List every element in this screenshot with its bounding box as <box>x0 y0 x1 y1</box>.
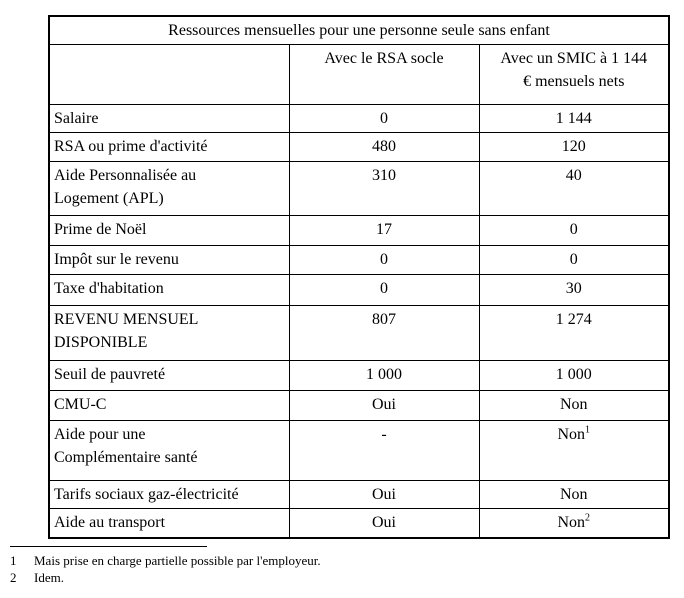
cell-text: 0 <box>569 251 578 268</box>
cell-text: Non <box>557 514 586 531</box>
cell-value: 1 274 <box>478 305 670 361</box>
cell-value: 1 144 <box>478 104 670 133</box>
cell-text: 40 <box>565 167 582 184</box>
table-row: RSA ou prime d'activité 480 120 <box>48 132 670 162</box>
column-header-smic: Avec un SMIC à 1 144 € mensuels nets <box>478 44 670 105</box>
cell-text: 17 <box>376 221 392 238</box>
footnote-separator <box>10 546 207 547</box>
cell-value: 807 <box>288 305 480 361</box>
cell-value: 0 <box>478 215 670 246</box>
cell-text: 0 <box>380 110 388 127</box>
table-row: Taxe d'habitation 0 30 <box>48 274 670 306</box>
table-row: Impôt sur le revenu 0 0 <box>48 245 670 275</box>
cell-value: 0 <box>288 104 480 133</box>
cell-value: 120 <box>478 132 670 162</box>
footnotes: 1 Mais prise en charge partielle possible… <box>10 552 321 586</box>
table-row: CMU-C Oui Non <box>48 390 670 421</box>
footnote-ref: 2 <box>585 512 591 524</box>
cell-value: Non2 <box>478 508 670 538</box>
cell-value: 0 <box>288 245 480 275</box>
cell-text: - <box>381 426 387 443</box>
cell-value: 310 <box>288 161 480 216</box>
table-row: Seuil de pauvreté 1 000 1 000 <box>48 360 670 391</box>
row-label: Tarifs sociaux gaz-électricité <box>48 480 290 509</box>
column-header-empty <box>48 44 290 105</box>
table-title-row: Ressources mensuelles pour une personne … <box>48 15 670 45</box>
cell-text: 807 <box>372 311 396 328</box>
table-row: Salaire 0 1 144 <box>48 104 670 133</box>
cell-text: Oui <box>372 396 396 413</box>
cell-text: 0 <box>380 251 388 268</box>
cell-text: Oui <box>372 514 396 531</box>
row-label: Aide Personnalisée au Logement (APL) <box>48 161 290 216</box>
cell-text: 1 274 <box>555 311 592 328</box>
row-label: Aide au transport <box>48 508 290 538</box>
footnote-text: Mais prise en charge partielle possible … <box>34 553 321 568</box>
footnote-ref: 1 <box>585 424 591 436</box>
cell-text: 120 <box>561 138 586 155</box>
cell-value: Non1 <box>478 420 670 481</box>
row-label: RSA ou prime d'activité <box>48 132 290 162</box>
row-label: CMU-C <box>48 390 290 421</box>
table-row: REVENU MENSUEL DISPONIBLE 807 1 274 <box>48 305 670 361</box>
cell-value: Oui <box>288 390 480 421</box>
row-label: Salaire <box>48 104 290 133</box>
cell-text: 1 144 <box>555 110 592 127</box>
footnote: 2 Idem. <box>10 569 321 586</box>
footnote: 1 Mais prise en charge partielle possible… <box>10 552 321 569</box>
table-body: Salaire 0 1 144 RSA ou prime d'activité 480 1… <box>48 104 670 538</box>
row-label: Prime de Noël <box>48 215 290 246</box>
row-label: Aide pour une Complémentaire santé <box>48 420 290 481</box>
table-title: Ressources mensuelles pour une personne … <box>48 15 670 45</box>
footnote-number: 1 <box>10 553 17 568</box>
footnote-number: 2 <box>10 570 17 585</box>
cell-value: 17 <box>288 215 480 246</box>
cell-text: 1 000 <box>366 366 402 383</box>
row-label: Impôt sur le revenu <box>48 245 290 275</box>
cell-text: 480 <box>372 138 396 155</box>
cell-value: Non <box>478 480 670 509</box>
cell-text: Non <box>559 396 588 413</box>
cell-text: 30 <box>565 280 582 297</box>
column-header-rsa: Avec le RSA socle <box>288 44 480 105</box>
table-row: Tarifs sociaux gaz-électricité Oui Non <box>48 480 670 509</box>
cell-value: 40 <box>478 161 670 216</box>
row-label: REVENU MENSUEL DISPONIBLE <box>48 305 290 361</box>
row-label: Taxe d'habitation <box>48 274 290 306</box>
cell-value: 480 <box>288 132 480 162</box>
cell-value: 30 <box>478 274 670 306</box>
footnote-text: Idem. <box>34 570 64 585</box>
row-label: Seuil de pauvreté <box>48 360 290 391</box>
cell-value: - <box>288 420 480 481</box>
table-row: Aide pour une Complémentaire santé - Non1 <box>48 420 670 481</box>
cell-text: 0 <box>380 280 388 297</box>
cell-value: Oui <box>288 508 480 538</box>
table-row: Aide Personnalisée au Logement (APL) 310 4… <box>48 161 670 216</box>
cell-value: Non <box>478 390 670 421</box>
cell-text: Non <box>557 426 586 443</box>
cell-value: 0 <box>478 245 670 275</box>
cell-value: Oui <box>288 480 480 509</box>
cell-value: 1 000 <box>288 360 480 391</box>
cell-text: Non <box>559 486 588 503</box>
cell-text: 310 <box>372 167 396 184</box>
table-row: Prime de Noël 17 0 <box>48 215 670 246</box>
table-header-row: Avec le RSA socle Avec un SMIC à 1 144 €… <box>48 44 670 105</box>
cell-value: 1 000 <box>478 360 670 391</box>
resources-table: Ressources mensuelles pour une personne … <box>48 15 671 539</box>
cell-text: Oui <box>372 486 396 503</box>
cell-text: 1 000 <box>555 366 592 383</box>
table-row: Aide au transport Oui Non2 <box>48 508 670 538</box>
cell-value: 0 <box>288 274 480 306</box>
cell-text: 0 <box>569 221 578 238</box>
